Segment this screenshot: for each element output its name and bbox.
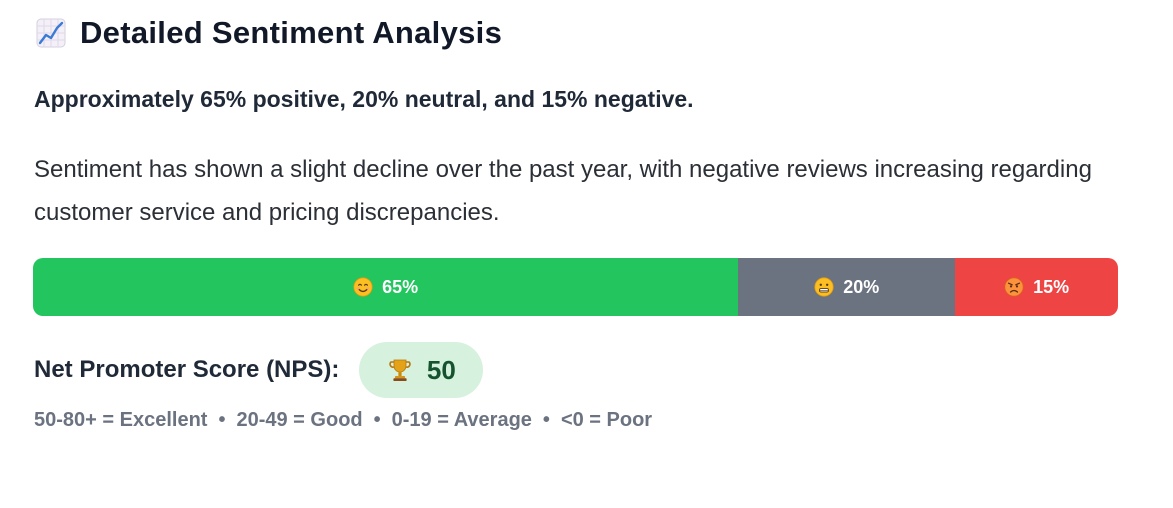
nps-label: Net Promoter Score (NPS):	[34, 356, 340, 383]
legend-separator: •	[218, 409, 226, 431]
legend-separator: •	[373, 409, 381, 431]
angry-face-icon	[1004, 277, 1024, 297]
legend-item: <0 = Poor	[560, 409, 653, 431]
nps-score-badge: 50	[359, 342, 484, 398]
nps-row: Net Promoter Score (NPS): 50	[34, 342, 484, 398]
sentiment-description: Sentiment has shown a slight decline ove…	[34, 156, 1092, 226]
sentiment-summary: Approximately 65% positive, 20% neutral,…	[34, 86, 694, 112]
positive-segment: 65%	[33, 258, 739, 316]
positive-percent-label: 65%	[382, 276, 419, 297]
grimacing-face-icon	[814, 277, 834, 297]
sentiment-distribution-bar: 65% 20% 15%	[33, 258, 1118, 316]
negative-segment: 15%	[955, 258, 1118, 316]
nps-score-value: 50	[426, 354, 456, 385]
section-header: Detailed Sentiment Analysis	[36, 12, 502, 54]
neutral-percent-label: 20%	[843, 276, 880, 297]
neutral-segment: 20%	[738, 258, 956, 316]
legend-separator: •	[542, 409, 550, 431]
nps-scale-legend: 50-80+ = Excellent • 20-49 = Good • 0-19 = A…	[34, 409, 652, 432]
legend-item: 0-19 = Average	[391, 409, 532, 431]
trophy-icon	[389, 359, 411, 381]
negative-percent-label: 15%	[1033, 276, 1070, 297]
chart-increasing-icon	[36, 18, 66, 48]
legend-item: 20-49 = Good	[236, 409, 363, 431]
legend-item: 50-80+ = Excellent	[34, 409, 208, 431]
page-title: Detailed Sentiment Analysis	[80, 15, 503, 50]
smiling-face-icon	[353, 277, 373, 297]
